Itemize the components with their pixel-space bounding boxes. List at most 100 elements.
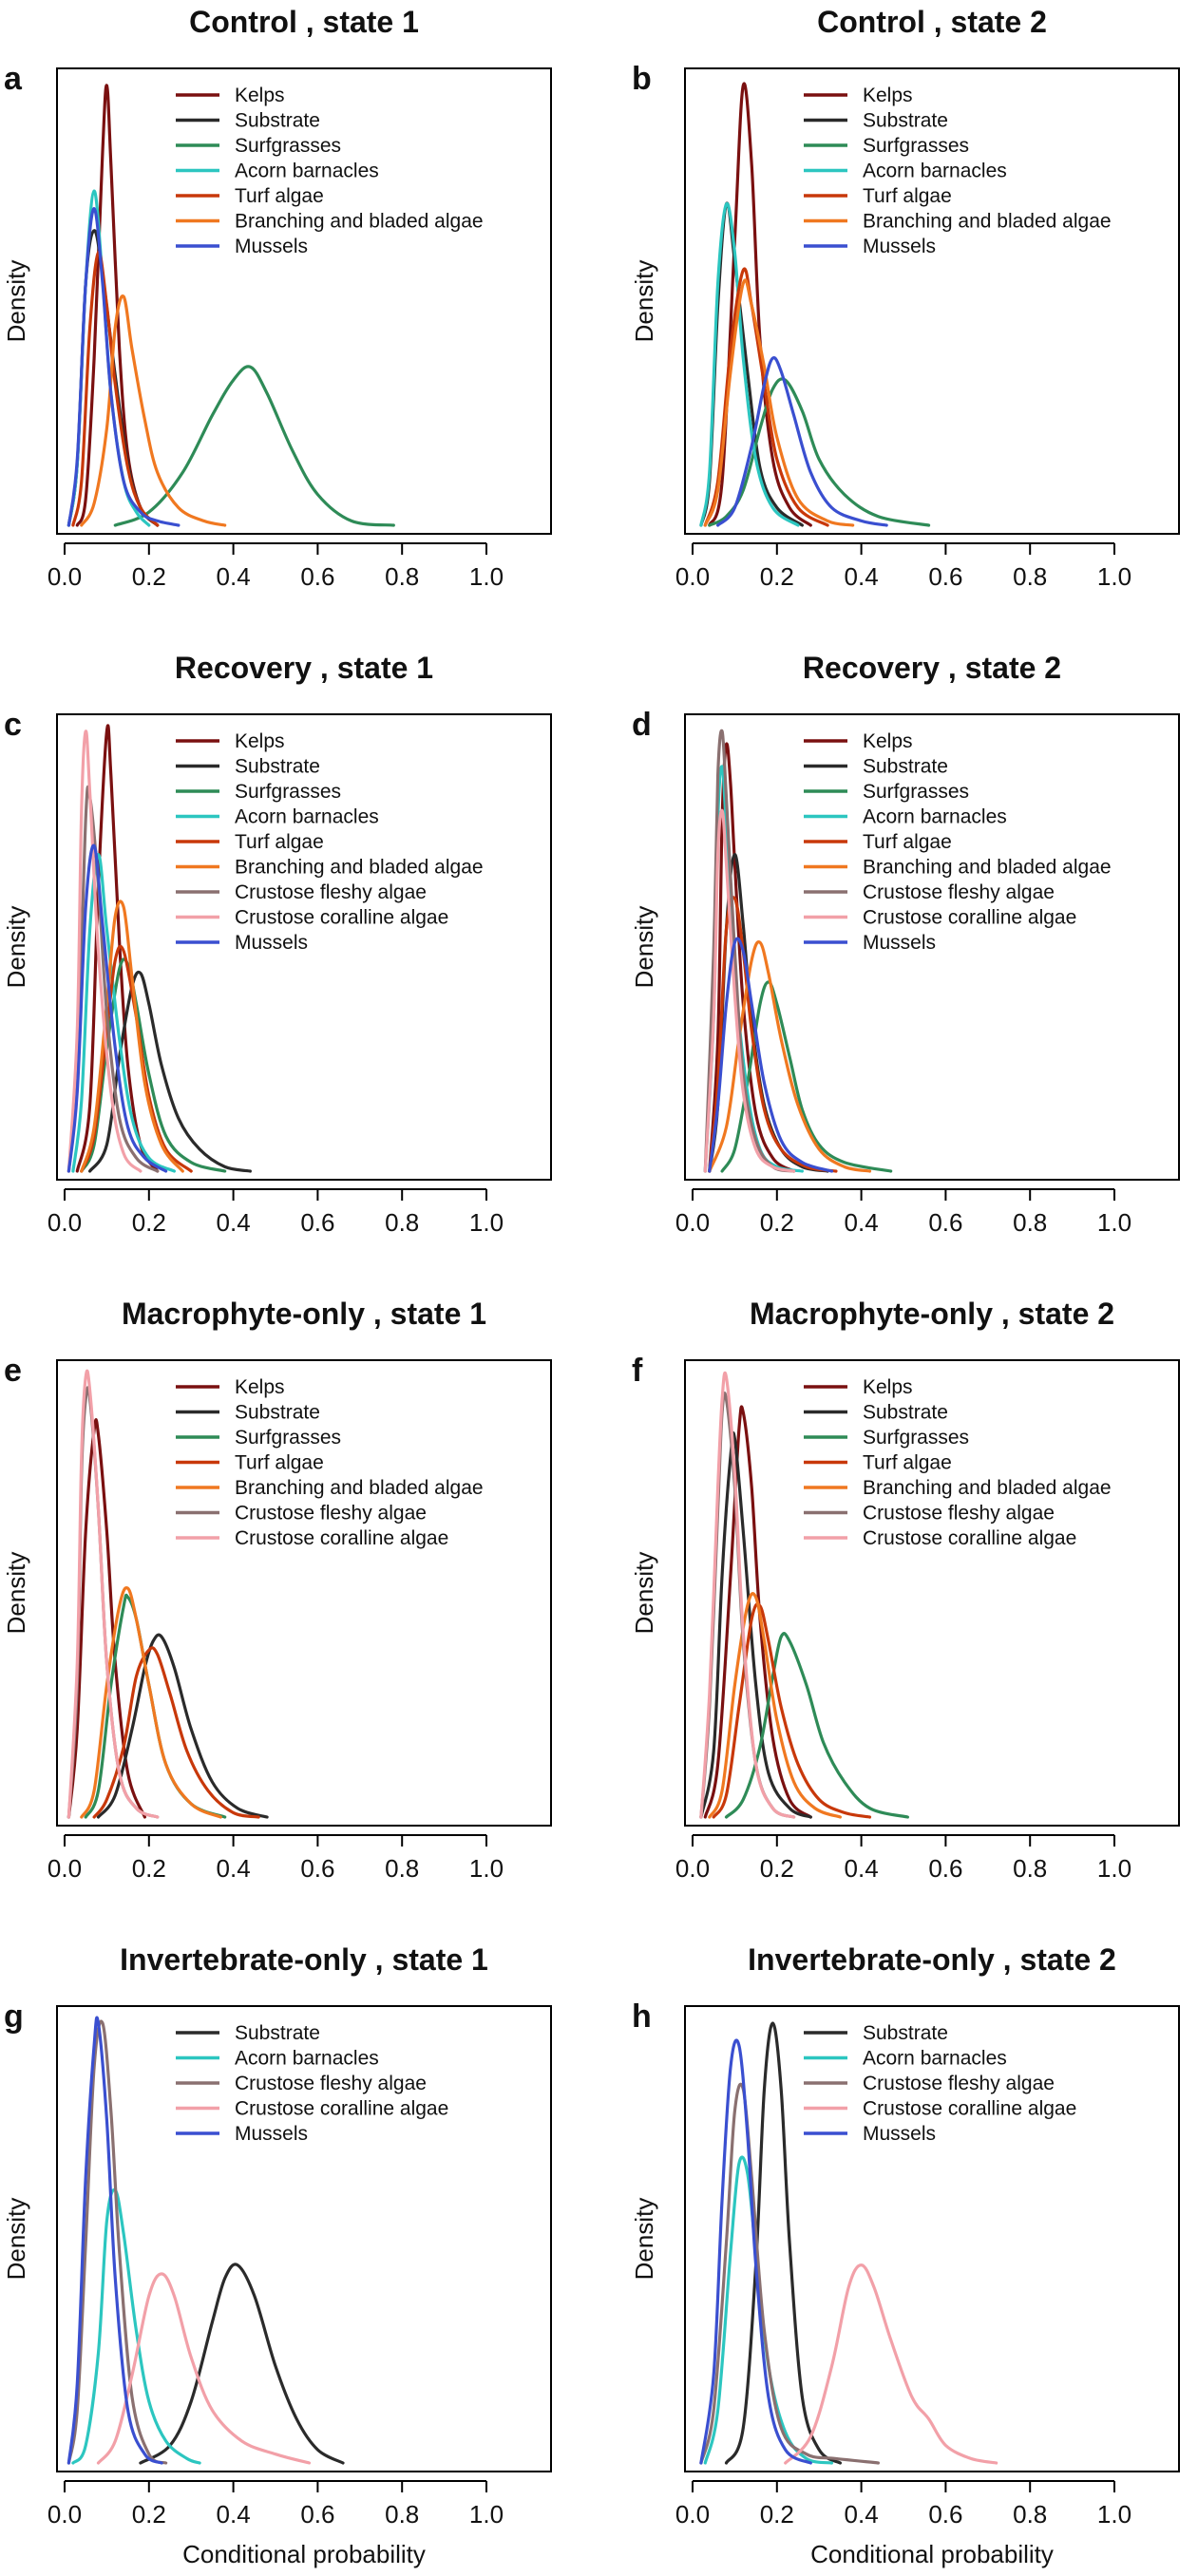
density-curve <box>71 251 160 527</box>
legend-label: Crustose coralline algae <box>235 907 448 929</box>
density-curve <box>784 2263 998 2465</box>
plot-frame <box>56 2005 552 2472</box>
x-tick-label: 1.0 <box>1097 2500 1131 2529</box>
legend-label: Crustose coralline algae <box>863 1527 1076 1549</box>
legend-label: Substrate <box>235 756 320 778</box>
x-tick-label: 0.0 <box>48 2500 82 2529</box>
x-tick-label: 0.2 <box>760 562 794 591</box>
x-tick-label: 0.4 <box>845 1208 879 1237</box>
legend-label: Crustose fleshy algae <box>863 881 1055 903</box>
legend-label: Substrate <box>863 2022 948 2044</box>
density-curve <box>708 377 931 527</box>
panel-letter: e <box>4 1353 22 1389</box>
panel-letter: a <box>4 61 23 97</box>
density-curve <box>75 84 160 527</box>
density-curve <box>703 278 855 527</box>
density-curve <box>703 729 796 1173</box>
density-curve <box>113 365 395 527</box>
density-curve <box>67 2016 163 2465</box>
legend-label: Mussels <box>863 236 936 257</box>
legend-label: Kelps <box>863 1376 913 1398</box>
legend: Substrate Acorn barnacles Crustose fleshy … <box>804 2022 1076 2145</box>
density-curve <box>699 1430 812 1819</box>
legend-label: Branching and bladed algae <box>863 857 1112 879</box>
legend-label: Crustose fleshy algae <box>863 2073 1055 2094</box>
panel-letter: c <box>4 707 22 743</box>
plot-frame <box>684 67 1180 535</box>
legend-label: Crustose coralline algae <box>863 2098 1076 2120</box>
x-tick-label: 0.8 <box>1013 2500 1047 2529</box>
x-tick-label: 0.8 <box>1013 1854 1047 1883</box>
panel-d: Recovery , state 2 d Density 0.0 0.2 0.4 0.6 0.… <box>630 651 1180 1237</box>
density-curve <box>708 940 872 1173</box>
panel-f: Macrophyte-only , state 2 f Density 0.0 0.2 0… <box>630 1297 1180 1883</box>
density-curve <box>703 808 796 1173</box>
panel-e: Macrophyte-only , state 1 e Density 0.0 0.2 0… <box>2 1297 552 1883</box>
legend-label: Turf algae <box>235 831 324 853</box>
panel-title: Invertebrate-only , state 2 <box>748 1942 1116 1977</box>
density-curve <box>80 900 184 1173</box>
legend-label: Substrate <box>235 1402 320 1424</box>
panel-title: Recovery , state 1 <box>175 651 433 685</box>
x-tick-label: 0.8 <box>385 2500 419 2529</box>
density-curve <box>80 944 193 1173</box>
legend-label: Acorn barnacles <box>863 2048 1007 2070</box>
density-curve <box>699 1371 796 1819</box>
legend-label: Mussels <box>235 2123 308 2145</box>
density-curve <box>96 1633 269 1819</box>
density-curve <box>708 1592 842 1819</box>
density-curve <box>703 2155 834 2465</box>
y-axis-label: Density <box>630 260 658 343</box>
legend-label: Kelps <box>235 85 285 106</box>
panel-letter: d <box>632 707 652 743</box>
legend-label: Branching and bladed algae <box>235 1477 484 1499</box>
legend-label: Mussels <box>235 236 308 257</box>
legend-label: Crustose fleshy algae <box>235 881 427 903</box>
panel-title: Recovery , state 2 <box>803 651 1061 685</box>
legend-label: Substrate <box>235 110 320 132</box>
legend-label: Turf algae <box>235 1452 324 1474</box>
panel-letter: g <box>4 1998 24 2035</box>
density-curve <box>80 294 227 527</box>
x-tick-label: 0.6 <box>928 2500 962 2529</box>
x-tick-label: 1.0 <box>469 1854 504 1883</box>
plot-frame <box>56 1359 552 1827</box>
density-curve <box>67 207 181 527</box>
panel-title: Invertebrate-only , state 1 <box>120 1942 488 1977</box>
x-tick-label: 0.0 <box>675 2500 710 2529</box>
panel-h: Invertebrate-only , state 2 h Density 0.0 0.… <box>630 1942 1180 2568</box>
legend: Kelps Substrate Surfgrasses Acorn barnacles… <box>176 85 484 257</box>
legend-label: Surfgrasses <box>235 1427 341 1449</box>
x-tick-label: 1.0 <box>469 1208 504 1237</box>
x-axis-label: Conditional probability <box>810 2540 1054 2568</box>
density-curve <box>724 2021 842 2465</box>
legend-label: Crustose coralline algae <box>863 907 1076 929</box>
x-tick-label: 0.2 <box>132 1208 166 1237</box>
x-tick-label: 0.6 <box>928 1208 962 1237</box>
panel-g: Invertebrate-only , state 1 g Density 0.0 0.… <box>2 1942 552 2568</box>
x-tick-label: 0.2 <box>132 1854 166 1883</box>
x-tick-label: 0.6 <box>928 1854 962 1883</box>
x-tick-label: 1.0 <box>1097 1208 1131 1237</box>
density-curve <box>71 2188 201 2465</box>
y-axis-label: Density <box>630 906 658 989</box>
legend-label: Mussels <box>863 932 936 954</box>
x-tick-label: 0.8 <box>385 1208 419 1237</box>
x-tick-label: 0.0 <box>675 562 710 591</box>
legend-label: Surfgrasses <box>235 135 341 157</box>
y-axis-label: Density <box>2 2198 30 2281</box>
legend-label: Acorn barnacles <box>863 161 1007 182</box>
x-tick-label: 0.6 <box>300 1854 334 1883</box>
legend-label: Kelps <box>863 85 913 106</box>
density-curve <box>703 1405 812 1819</box>
legend-label: Crustose fleshy algae <box>235 1503 427 1525</box>
x-tick-label: 0.6 <box>300 562 334 591</box>
x-tick-label: 0.4 <box>845 2500 879 2529</box>
panel-letter: h <box>632 1998 652 2035</box>
density-curve <box>699 2038 812 2465</box>
legend-label: Acorn barnacles <box>235 806 379 828</box>
legend-label: Mussels <box>235 932 308 954</box>
x-tick-label: 0.0 <box>675 1854 710 1883</box>
x-tick-label: 0.4 <box>217 1854 251 1883</box>
panel-a: Control , state 1 a Density 0.0 0.2 0.4 0.6 0.8… <box>2 5 552 591</box>
